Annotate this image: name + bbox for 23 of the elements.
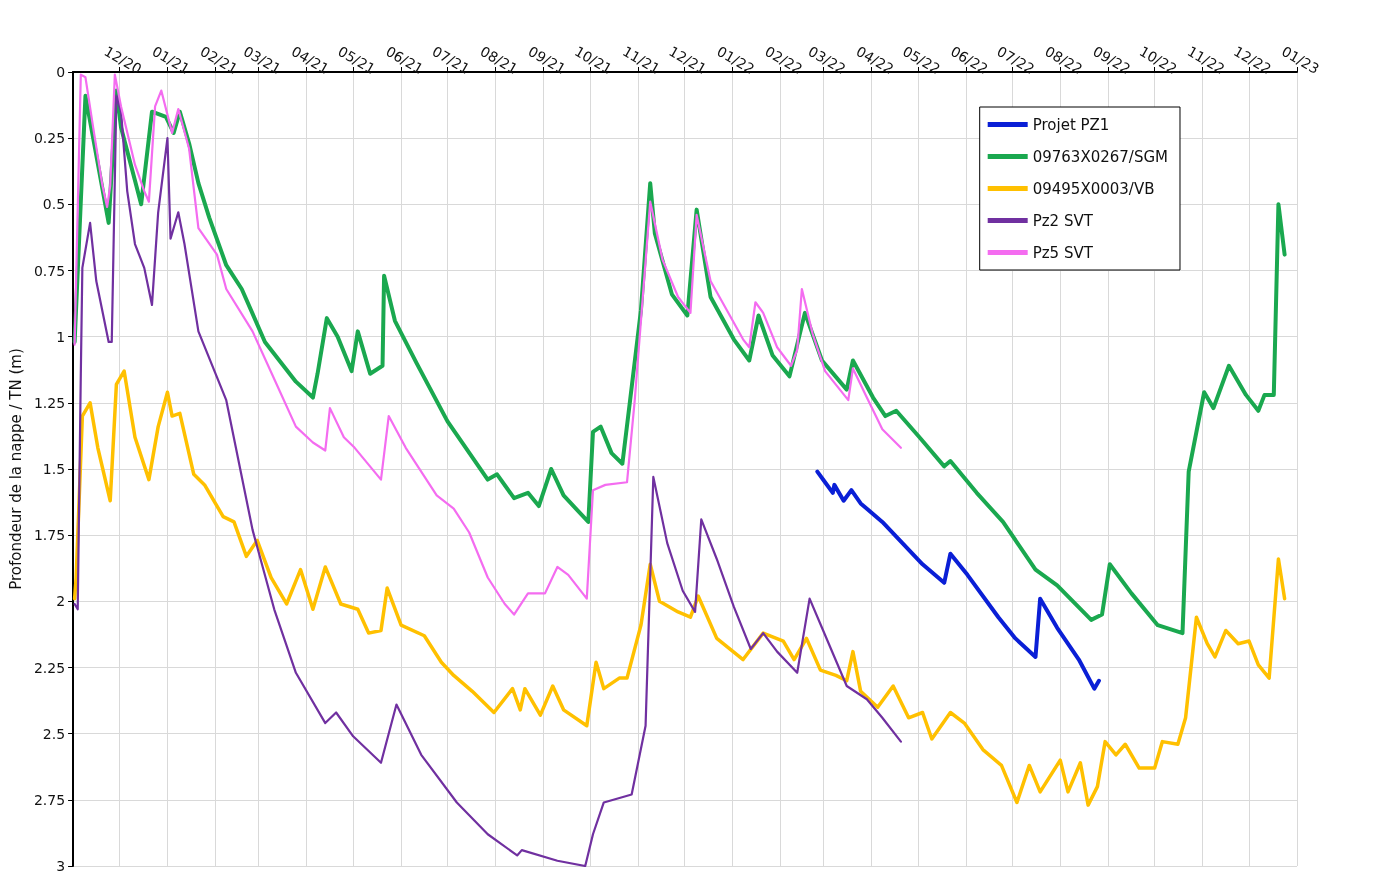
y-tick-label: 0.5 bbox=[42, 196, 66, 213]
y-tick-label: 2.5 bbox=[42, 725, 66, 742]
y-tick-label: 0.25 bbox=[33, 130, 66, 147]
y-axis-title: Profondeur de la nappe / TN (m) bbox=[6, 348, 25, 590]
y-tick-label: 0.75 bbox=[33, 262, 66, 279]
y-tick-label: 2 bbox=[56, 593, 66, 610]
line-series bbox=[73, 94, 902, 868]
y-tick-label: 2.25 bbox=[33, 659, 66, 676]
y-tick-label: 1.75 bbox=[33, 527, 66, 544]
y-tick-label: 0 bbox=[56, 64, 66, 80]
y-tick-label: 2.75 bbox=[33, 791, 66, 808]
legend-label: Pz5 SVT bbox=[1032, 243, 1094, 262]
line-series bbox=[815, 469, 1101, 691]
y-tick-label: 3 bbox=[56, 858, 66, 874]
legend-label: 09495X0003/VB bbox=[1032, 179, 1155, 198]
legend-label: Projet PZ1 bbox=[1032, 115, 1110, 134]
y-tick-label: 1.5 bbox=[42, 461, 66, 477]
line-series bbox=[72, 369, 1287, 807]
legend-label: Pz2 SVT bbox=[1032, 211, 1094, 230]
line-series bbox=[73, 73, 902, 616]
y-tick-label: 1.25 bbox=[33, 394, 66, 411]
legend-label: 09763X0267/SGM bbox=[1032, 147, 1168, 166]
y-tick-label: 1 bbox=[56, 328, 66, 345]
